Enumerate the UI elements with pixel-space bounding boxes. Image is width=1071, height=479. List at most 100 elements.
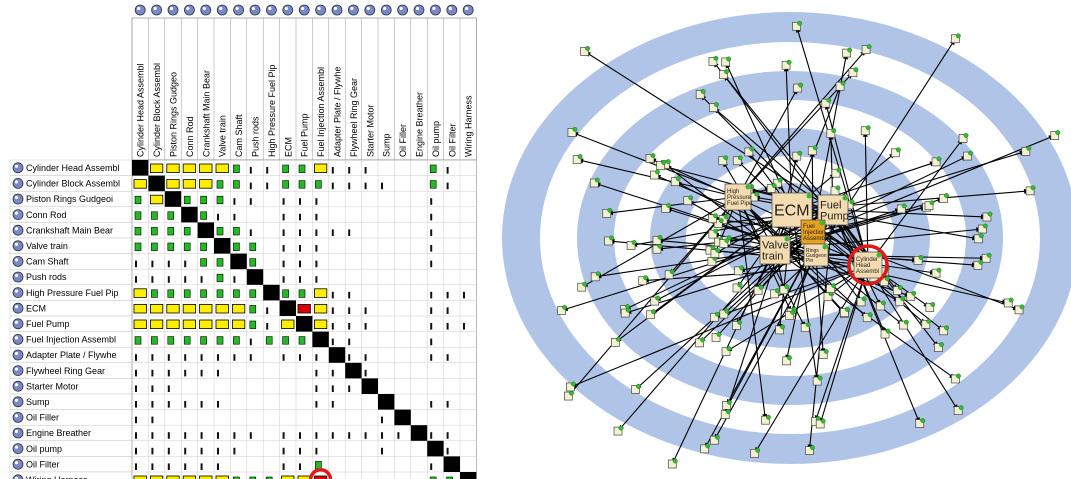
leaf-node[interactable] [695,337,705,348]
dependency-mark-weak[interactable] [364,432,367,439]
dependency-mark-weak[interactable] [282,260,285,268]
dependency-mark-weak[interactable] [348,291,351,299]
hub-node-fuel-injection[interactable]: Fuel Injection Assembly [800,219,829,245]
dependency-mark-weak[interactable] [299,245,301,252]
leaf-node[interactable] [708,228,719,239]
leaf-node[interactable] [1003,297,1014,308]
dependency-mark-weak[interactable] [364,323,367,330]
dependency-mark-weak[interactable] [430,229,433,236]
dependency-mark-weak[interactable] [299,447,301,455]
leaf-node[interactable] [770,288,780,299]
dependency-mark-medium[interactable] [183,242,191,251]
dependency-mark-weak[interactable] [249,229,252,236]
leaf-node[interactable] [792,20,802,31]
dependency-mark-weak[interactable] [217,369,219,377]
leaf-node[interactable] [744,146,755,157]
dependency-mark-strong[interactable] [149,303,164,314]
leaf-node[interactable] [953,405,964,415]
leaf-node[interactable] [577,281,588,292]
dependency-mark-strong[interactable] [297,475,311,479]
leaf-node[interactable] [921,318,932,329]
dependency-mark-weak[interactable] [135,260,137,268]
leaf-node[interactable] [981,252,992,263]
row-label[interactable]: Engine Breather [9,425,133,442]
dependency-mark-strong[interactable] [166,179,180,189]
dependency-mark-weak[interactable] [151,354,154,361]
dependency-mark-weak[interactable] [348,229,351,236]
dependency-mark-strong[interactable] [199,303,213,314]
leaf-node[interactable] [718,155,729,166]
dependency-mark-medium[interactable] [167,289,175,298]
dependency-mark-weak[interactable] [151,447,154,455]
leaf-node[interactable] [939,325,949,336]
leaf-node[interactable] [710,311,720,322]
hub-node-piston-rings[interactable]: Rings Gudgeon Pin [803,243,829,267]
dependency-mark-weak[interactable] [364,307,367,314]
leaf-node[interactable] [572,154,583,164]
dependency-mark-medium[interactable] [233,227,240,236]
dependency-mark-medium[interactable] [134,336,142,345]
dependency-mark-weak[interactable] [381,416,383,424]
dependency-mark-weak[interactable] [430,432,433,439]
dependency-mark-weak[interactable] [430,198,433,205]
dependency-mark-medium[interactable] [200,211,207,220]
dependency-mark-strong[interactable] [313,303,328,314]
dependency-mark-weak[interactable] [266,167,269,174]
leaf-node[interactable] [661,203,672,213]
row-label[interactable]: Wiring Harness [9,471,133,479]
dependency-mark-strong[interactable] [215,475,229,479]
dependency-mark-medium[interactable] [233,289,240,298]
leaf-node[interactable] [722,399,732,410]
dependency-mark-weak[interactable] [249,354,252,361]
leaf-node[interactable] [913,255,924,265]
leaf-node[interactable] [880,328,891,339]
leaf-node[interactable] [982,211,993,222]
dependency-mark-strong[interactable] [149,319,164,330]
leaf-node[interactable] [899,319,909,330]
dependency-mark-weak[interactable] [249,198,252,205]
leaf-node[interactable] [805,445,815,455]
dependency-mark-weak[interactable] [430,338,433,346]
dependency-mark-medium[interactable] [216,258,224,267]
leaf-node[interactable] [708,55,719,66]
dependency-mark-strong[interactable] [149,475,164,479]
dependency-mark-medium[interactable] [216,273,224,283]
dependency-mark-strong[interactable] [166,475,180,479]
dependency-mark-medium[interactable] [200,336,207,345]
leaf-node[interactable] [590,271,601,282]
dependency-mark-medium[interactable] [298,289,306,298]
row-label[interactable]: Cylinder Block Assembl [9,175,133,192]
dependency-mark-weak[interactable] [217,463,219,470]
dependency-mark-weak[interactable] [184,354,187,361]
dependency-mark-weak[interactable] [282,432,285,439]
dependency-mark-weak[interactable] [299,198,301,205]
leaf-node[interactable] [891,147,901,158]
dependency-mark-weak[interactable] [184,463,187,470]
dependency-mark-medium[interactable] [298,164,306,173]
dependency-mark-weak[interactable] [381,182,383,190]
column-label[interactable]: ECM [283,137,293,157]
leaf-node[interactable] [830,185,841,196]
leaf-node[interactable] [826,128,837,138]
leaf-node[interactable] [604,235,614,246]
dependency-mark-weak[interactable] [135,354,137,361]
dependency-mark-strong[interactable] [149,194,164,205]
dependency-mark-weak[interactable] [315,401,318,408]
dependency-mark-weak[interactable] [217,401,219,408]
leaf-node[interactable] [567,126,578,137]
column-label[interactable]: Wiring Harness [464,95,474,157]
dependency-mark-weak[interactable] [315,213,318,221]
dependency-mark-weak[interactable] [184,369,187,377]
row-label[interactable]: Fuel Injection Assembl [9,331,133,348]
leaf-node[interactable] [818,349,829,359]
dependency-mark-medium[interactable] [315,180,322,189]
dependency-mark-weak[interactable] [249,167,252,174]
hub-node-valve-train[interactable]: Valve train [759,235,791,265]
leaf-node[interactable] [931,156,942,167]
leaf-node[interactable] [646,309,656,320]
dependency-mark-strong[interactable] [133,303,147,314]
leaf-node[interactable] [766,183,777,193]
dependency-mark-strong[interactable] [231,319,246,330]
leaf-node[interactable] [924,200,935,211]
dependency-mark-strong[interactable] [166,303,180,314]
